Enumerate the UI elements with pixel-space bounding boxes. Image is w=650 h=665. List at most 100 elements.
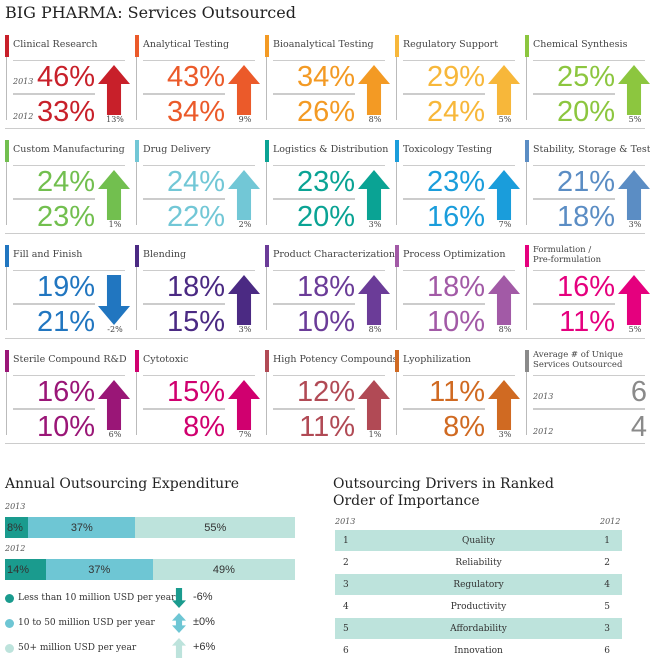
driver-name: Innovation <box>454 645 503 656</box>
divider <box>6 372 7 435</box>
value-2012: 20% <box>296 201 355 233</box>
divider <box>403 60 515 61</box>
column-header-2012: 2012 <box>600 517 621 526</box>
value-2013: 12% <box>296 376 355 408</box>
tile-title: Analytical Testing <box>143 39 230 50</box>
tile-regulatory-support: Regulatory Support 29% 24% 5% <box>395 35 525 135</box>
divider <box>13 270 125 271</box>
value-2013: 18% <box>426 271 485 303</box>
tile-title: Regulatory Support <box>403 39 499 50</box>
value-2012: 16% <box>426 201 485 233</box>
rank-2013: 4 <box>343 601 349 612</box>
value-2012: 22% <box>166 201 225 233</box>
divider <box>526 57 527 120</box>
value-2013: 25% <box>556 61 615 93</box>
tile-analytical-testing: Analytical Testing 43% 34% 9% <box>135 35 265 135</box>
color-marker <box>525 140 529 162</box>
bar-segment: 8% <box>5 517 29 538</box>
expenditure-bar: 8% 37% 55% <box>5 517 295 538</box>
change-label: 3% <box>368 220 382 229</box>
expenditure-bar: 14% 37% 49% <box>5 559 295 580</box>
value-2012: 18% <box>556 201 615 233</box>
change-label: 3% <box>498 430 512 439</box>
value-2012: 20% <box>556 96 615 128</box>
table-row: 4 Productivity 5 <box>335 596 622 617</box>
rank-2012: 1 <box>604 535 610 546</box>
color-marker <box>5 35 9 57</box>
divider <box>403 270 515 271</box>
tile-bioanalytical-testing: Bioanalytical Testing 34% 26% 8% <box>265 35 395 135</box>
change-label: 6% <box>108 430 122 439</box>
tile-title: Toxicology Testing <box>403 144 493 155</box>
divider <box>526 267 527 330</box>
color-marker <box>525 245 529 267</box>
value-2013: 21% <box>556 166 615 198</box>
value-2013: 46% <box>36 61 95 93</box>
rank-2013: 2 <box>343 557 349 568</box>
value-2013: 23% <box>426 166 485 198</box>
tile-title: Sterile Compound R&D <box>13 354 127 365</box>
bar-label: 37% <box>70 521 93 534</box>
page-title: BIG PHARMA: Services Outsourced <box>5 3 296 22</box>
color-marker <box>395 245 399 267</box>
change-label: 8% <box>368 115 382 124</box>
tile-title: Lyophilization <box>403 354 471 365</box>
tile-title: Chemical Synthesis <box>533 39 628 50</box>
color-marker <box>135 140 139 162</box>
tile-title: Process Optimization <box>403 249 506 260</box>
arrow-up-icon <box>358 65 390 115</box>
tile-title: Formulation / Pre-formulation <box>533 245 602 265</box>
bar-label: 8% <box>7 521 23 534</box>
driver-name: Regulatory <box>453 579 504 590</box>
divider <box>136 57 137 120</box>
legend-label: 10 to 50 million USD per year <box>18 618 155 628</box>
change-label: -2% <box>107 325 123 334</box>
value-2013: 29% <box>426 61 485 93</box>
arrow-up-icon <box>228 170 260 220</box>
rank-2012: 3 <box>604 623 610 634</box>
legend-dot <box>5 618 14 628</box>
value-2012: 26% <box>296 96 355 128</box>
divider <box>6 267 7 330</box>
arrow-up-icon <box>228 275 260 325</box>
value-2013: 24% <box>36 166 95 198</box>
value-2013: 23% <box>296 166 355 198</box>
arrow-up-icon <box>488 275 520 325</box>
arrow-up-icon <box>172 638 186 658</box>
legend-item: Less than 10 million USD per year <box>5 593 175 603</box>
change-label: 1% <box>108 220 122 229</box>
divider <box>533 408 645 410</box>
arrow-up-icon <box>98 65 130 115</box>
value-2012: 8% <box>443 411 485 443</box>
bar-segment: 49% <box>152 559 295 580</box>
value-2013: 16% <box>36 376 95 408</box>
driver-name: Productivity <box>450 601 507 612</box>
value-2012: 10% <box>296 306 355 338</box>
divider <box>136 372 137 435</box>
color-marker <box>395 350 399 372</box>
bar-segment: 14% <box>5 559 46 580</box>
bar-segment: 55% <box>135 517 295 538</box>
divider <box>403 375 515 376</box>
divider <box>6 57 7 120</box>
rank-2013: 6 <box>343 645 349 656</box>
table-row: 3 Regulatory 4 <box>335 574 622 595</box>
value-2012: 11% <box>559 306 615 338</box>
arrow-up-icon <box>358 275 390 325</box>
bar-segment: 37% <box>45 559 153 580</box>
arrow-up-icon <box>618 275 650 325</box>
tile-title: Stability, Storage & Testing <box>533 144 650 155</box>
value-2013: 16% <box>556 271 615 303</box>
divider <box>273 198 355 200</box>
arrow-down-icon <box>98 275 130 325</box>
tile-title: High Potency Compounds <box>273 354 398 365</box>
divider <box>13 93 95 95</box>
color-marker <box>5 350 9 372</box>
value-2012: 11% <box>299 411 355 443</box>
value-2013: 11% <box>429 376 485 408</box>
divider <box>143 408 225 410</box>
tile-average-of-unique-services-outsourced: Average # of Unique Services Outsourced 6… <box>525 350 650 450</box>
divider <box>143 270 255 271</box>
tile-title: Blending <box>143 249 187 260</box>
bar-label: 14% <box>7 563 30 576</box>
